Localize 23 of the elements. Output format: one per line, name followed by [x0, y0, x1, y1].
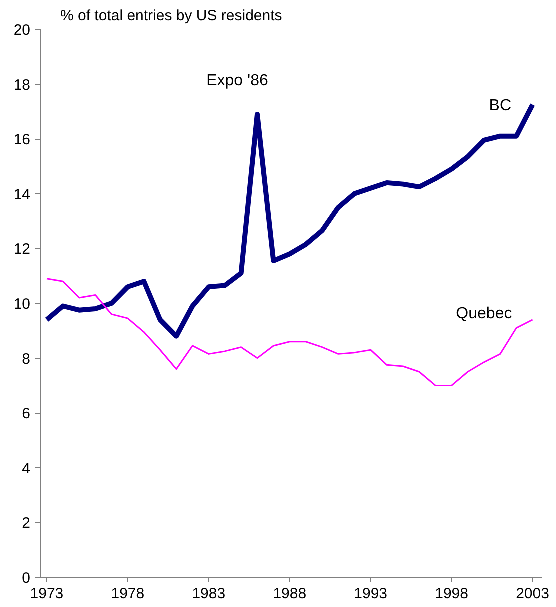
series-label: BC [489, 97, 512, 114]
y-tick-label: 12 [14, 241, 31, 258]
y-tick-label: 18 [14, 76, 31, 94]
y-tick-label: 20 [14, 22, 31, 39]
x-tick-label: 1973 [30, 586, 64, 602]
x-tick-label: 1993 [354, 586, 388, 602]
y-tick-label: 16 [14, 132, 31, 149]
x-tick-label: 1988 [273, 586, 307, 602]
line-series [46, 278, 534, 386]
annotation: Expo '86 [206, 72, 268, 90]
x-tick-label: 1983 [192, 586, 226, 602]
y-tick-label: 6 [22, 406, 30, 423]
x-tick-label: 2003 [516, 586, 550, 602]
y-tick-label: 14 [14, 186, 31, 204]
x-tick-label: 1998 [435, 586, 469, 602]
x-tick-label: 1978 [111, 586, 145, 602]
y-tick-label: 4 [22, 460, 30, 478]
chart-title: % of total entries by US residents [60, 8, 282, 24]
y-tick-label: 10 [14, 296, 31, 313]
y-tick-label: 2 [22, 515, 30, 532]
y-tick-label: 8 [22, 350, 30, 368]
y-tick-label: 0 [22, 570, 30, 587]
series-label: Quebec [456, 305, 512, 322]
